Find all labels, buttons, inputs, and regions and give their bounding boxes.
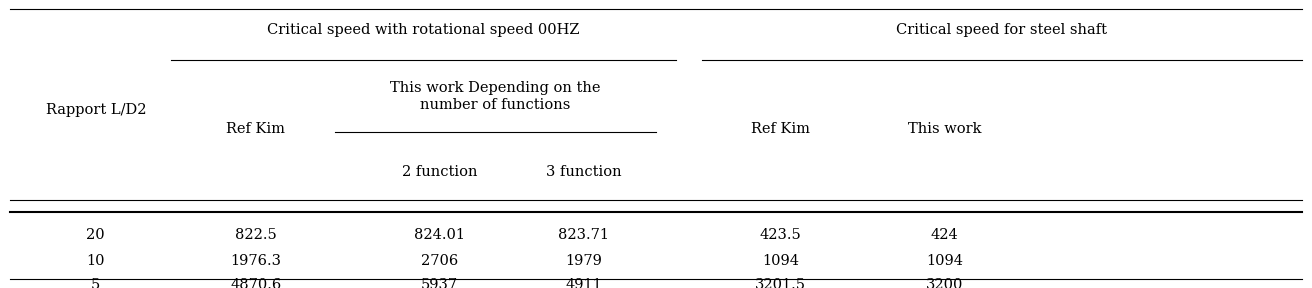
- Text: 423.5: 423.5: [760, 228, 802, 242]
- Text: Ref Kim: Ref Kim: [752, 122, 810, 136]
- Text: 1979: 1979: [565, 254, 602, 268]
- Text: 824.01: 824.01: [415, 228, 464, 242]
- Text: 1094: 1094: [762, 254, 799, 268]
- Text: 822.5: 822.5: [235, 228, 277, 242]
- Text: 4870.6: 4870.6: [230, 278, 282, 288]
- Text: 2 function: 2 function: [401, 165, 478, 179]
- Text: Ref Kim: Ref Kim: [227, 122, 285, 136]
- Text: This work Depending on the
number of functions: This work Depending on the number of fun…: [390, 82, 601, 111]
- Text: Rapport L/D2: Rapport L/D2: [46, 103, 146, 117]
- Text: 20: 20: [87, 228, 105, 242]
- Text: 823.71: 823.71: [559, 228, 609, 242]
- Text: 5: 5: [91, 278, 101, 288]
- Text: Critical speed with rotational speed 00HZ: Critical speed with rotational speed 00H…: [266, 23, 580, 37]
- Text: 2706: 2706: [421, 254, 458, 268]
- Text: 1976.3: 1976.3: [231, 254, 281, 268]
- Text: 3200: 3200: [926, 278, 963, 288]
- Text: 3201.5: 3201.5: [756, 278, 806, 288]
- Text: 3 function: 3 function: [546, 165, 622, 179]
- Text: 424: 424: [930, 228, 959, 242]
- Text: This work: This work: [908, 122, 981, 136]
- Text: 10: 10: [87, 254, 105, 268]
- Text: 4911: 4911: [565, 278, 602, 288]
- Text: Critical speed for steel shaft: Critical speed for steel shaft: [896, 23, 1107, 37]
- Text: 5937: 5937: [421, 278, 458, 288]
- Text: 1094: 1094: [926, 254, 963, 268]
